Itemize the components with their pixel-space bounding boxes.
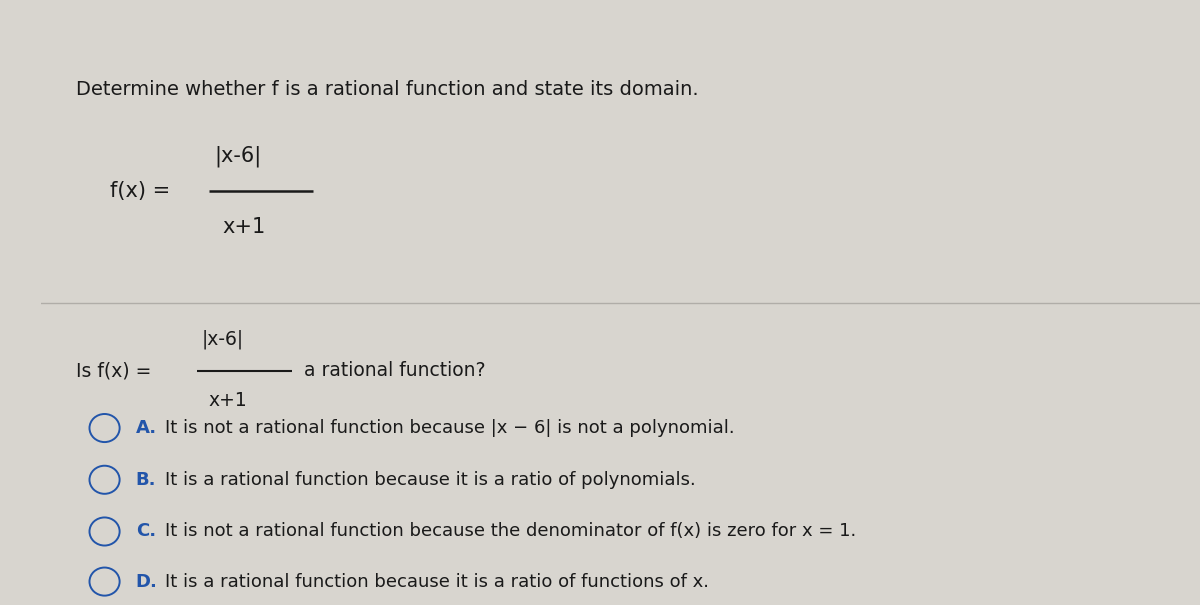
Text: f(x) =: f(x) = (110, 181, 170, 201)
Text: It is a rational function because it is a ratio of polynomials.: It is a rational function because it is … (164, 471, 696, 489)
Text: |x-6|: |x-6| (202, 330, 244, 349)
Text: x+1: x+1 (223, 217, 266, 237)
Text: x+1: x+1 (209, 391, 247, 410)
Text: Determine whether f is a rational function and state its domain.: Determine whether f is a rational functi… (76, 80, 698, 99)
Text: |x-6|: |x-6| (215, 145, 262, 166)
Text: C.: C. (136, 523, 156, 540)
Text: It is not a rational function because the denominator of f(x) is zero for x = 1.: It is not a rational function because th… (164, 523, 856, 540)
Text: Is f(x) =: Is f(x) = (76, 361, 151, 381)
Text: It is not a rational function because |x − 6| is not a polynomial.: It is not a rational function because |x… (164, 419, 734, 437)
Text: B.: B. (136, 471, 156, 489)
Text: It is a rational function because it is a ratio of functions of x.: It is a rational function because it is … (164, 572, 709, 590)
Text: a rational function?: a rational function? (304, 361, 486, 381)
Text: A.: A. (136, 419, 157, 437)
Text: D.: D. (136, 572, 157, 590)
